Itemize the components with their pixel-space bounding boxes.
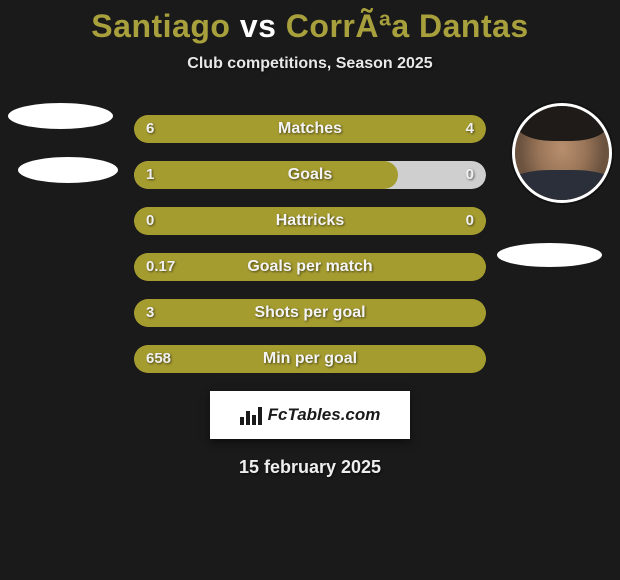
stat-rows: 6Matches41Goals00Hattricks00.17Goals per… [134,115,486,373]
logo-bars-icon [240,405,262,425]
stat-label: Shots per goal [134,299,486,327]
avatar-hair [515,103,609,141]
stat-label: Goals [134,161,486,189]
title-player1: Santiago [91,8,230,44]
decorative-ellipse [8,103,113,129]
stat-row: 3Shots per goal [134,299,486,327]
stat-label: Matches [134,115,486,143]
stat-row: 6Matches4 [134,115,486,143]
avatar-face [515,106,609,200]
logo-box: FcTables.com [210,391,410,439]
page-title: Santiago vs CorrÃªa Dantas [0,0,620,45]
stat-label: Hattricks [134,207,486,235]
stat-row: 1Goals0 [134,161,486,189]
stat-value-right: 0 [466,161,474,189]
title-player2: CorrÃªa Dantas [286,8,529,44]
logo-text: FcTables.com [268,405,381,425]
stat-label: Min per goal [134,345,486,373]
stat-label: Goals per match [134,253,486,281]
stat-row: 0.17Goals per match [134,253,486,281]
date-text: 15 february 2025 [0,457,620,478]
stat-row: 658Min per goal [134,345,486,373]
subtitle: Club competitions, Season 2025 [0,55,620,73]
stat-value-right: 4 [466,115,474,143]
title-vs: vs [240,8,277,44]
stat-value-right: 0 [466,207,474,235]
decorative-ellipse [497,243,602,267]
decorative-ellipse [18,157,118,183]
player2-avatar [512,103,612,203]
avatar-shirt [512,170,612,203]
comparison-chart: 6Matches41Goals00Hattricks00.17Goals per… [0,115,620,478]
stat-row: 0Hattricks0 [134,207,486,235]
